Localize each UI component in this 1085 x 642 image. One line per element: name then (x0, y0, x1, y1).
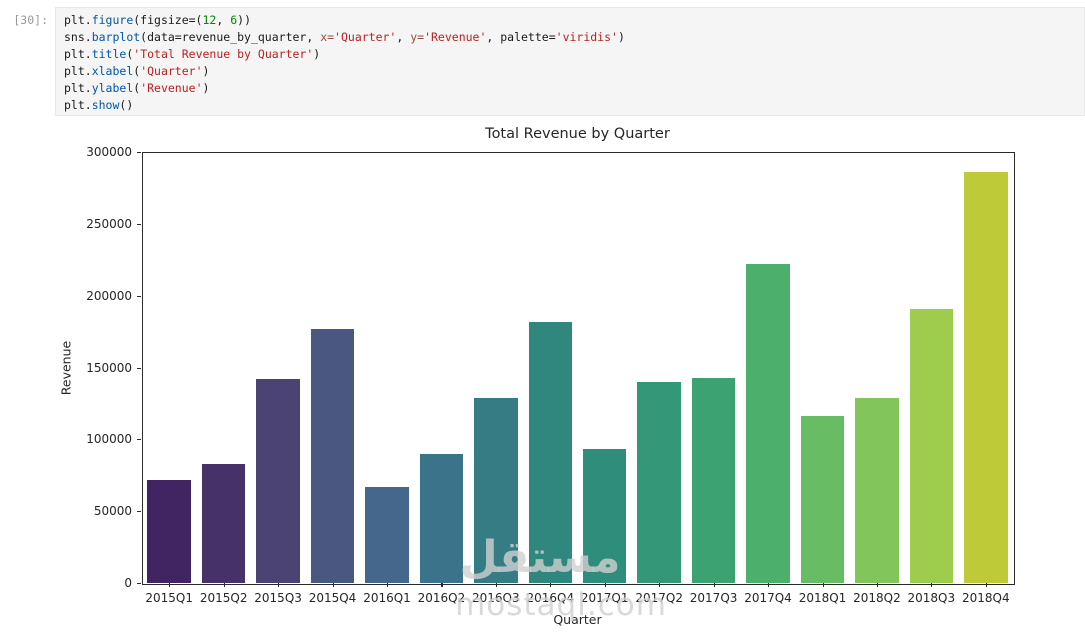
x-tick-mark (768, 583, 770, 587)
bar-2016Q1 (365, 486, 409, 583)
bar-2015Q1 (147, 479, 191, 583)
bar-2018Q2 (855, 397, 899, 583)
x-tick-label: 2016Q1 (363, 591, 411, 605)
bar-2018Q3 (909, 308, 954, 583)
code-line: plt.title('Total Revenue by Quarter') (64, 47, 321, 61)
y-tick-mark (137, 439, 141, 441)
x-tick-label: 2017Q3 (689, 591, 738, 605)
code-line: plt.show() (64, 98, 134, 112)
x-tick-mark (332, 583, 334, 587)
x-tick-label: 2017Q2 (635, 591, 683, 605)
x-tick-label: 2018Q2 (853, 591, 901, 605)
x-tick-mark (550, 583, 552, 587)
bar-2017Q1 (582, 449, 627, 583)
x-tick-label: 2018Q3 (907, 591, 956, 605)
y-tick-mark (137, 152, 141, 154)
bar-2017Q4 (746, 264, 790, 583)
x-tick-mark (931, 583, 933, 587)
x-tick-label: 2015Q1 (145, 591, 194, 605)
y-tick-label: 0 (124, 576, 132, 590)
x-tick-mark (278, 583, 280, 587)
y-tick-label: 150000 (86, 360, 132, 375)
x-tick-label: 2016Q2 (417, 591, 466, 605)
y-tick-label: 100000 (86, 432, 132, 447)
x-tick-label: 2015Q2 (199, 591, 248, 605)
code-line: sns.barplot(data=revenue_by_quarter, x='… (64, 30, 625, 44)
bar-2017Q3 (691, 377, 736, 583)
cell-execution-prompt: [30]: (13, 13, 48, 27)
bar-2016Q2 (419, 453, 464, 583)
x-tick-mark (441, 583, 443, 587)
code-line: plt.figure(figsize=(12, 6)) (64, 13, 252, 27)
x-tick-label: 2016Q4 (526, 591, 575, 605)
code-editor[interactable]: plt.figure(figsize=(12, 6)) sns.barplot(d… (56, 8, 1084, 118)
x-tick-mark (985, 583, 987, 587)
bar-2015Q3 (256, 379, 300, 583)
x-tick-mark (387, 583, 389, 587)
bar-2016Q3 (474, 397, 518, 583)
x-tick-mark (659, 583, 661, 587)
y-tick-label: 50000 (93, 504, 132, 519)
bar-2016Q4 (528, 321, 573, 583)
y-tick-mark (137, 295, 141, 297)
y-tick-label: 300000 (86, 145, 132, 159)
x-tick-mark (223, 583, 225, 587)
y-tick-mark (137, 223, 141, 225)
x-tick-mark (169, 583, 171, 587)
bar-2015Q4 (310, 328, 355, 583)
x-tick-mark (495, 583, 497, 587)
x-tick-mark (822, 583, 824, 587)
x-tick-mark (876, 583, 879, 587)
x-tick-label: 2016Q3 (471, 591, 520, 605)
x-tick-label: 2017Q1 (580, 591, 629, 605)
x-tick-label: 2017Q4 (744, 591, 792, 605)
chart-title: Total Revenue by Quarter (485, 126, 670, 142)
y-tick-mark (137, 511, 141, 513)
x-axis-label: Quarter (553, 612, 602, 627)
bar-2015Q2 (201, 463, 246, 583)
bar-2017Q2 (637, 381, 681, 583)
x-tick-label: 2015Q4 (308, 591, 357, 605)
code-cell[interactable]: plt.figure(figsize=(12, 6)) sns.barplot(d… (55, 7, 1085, 116)
y-tick-mark (137, 367, 141, 369)
bar-2018Q4 (964, 172, 1008, 583)
code-line: plt.ylabel('Revenue') (64, 81, 210, 95)
bar-2018Q1 (800, 416, 845, 583)
y-tick-label: 200000 (86, 288, 132, 303)
x-tick-label: 2015Q3 (254, 591, 302, 605)
y-tick-label: 250000 (86, 216, 132, 231)
axes-layer: 2015Q1 2015Q2 2015Q3 2015Q4 2016Q1 2016Q2 2016… (86, 145, 1013, 605)
x-tick-label: 2018Q4 (961, 591, 1010, 605)
y-axis-label: Revenue (58, 340, 74, 396)
code-line: plt.xlabel('Quarter') (64, 64, 210, 78)
y-tick-mark (137, 583, 141, 585)
x-tick-mark (713, 583, 715, 587)
x-tick-label: 2018Q1 (798, 591, 847, 605)
x-tick-mark (604, 583, 606, 587)
